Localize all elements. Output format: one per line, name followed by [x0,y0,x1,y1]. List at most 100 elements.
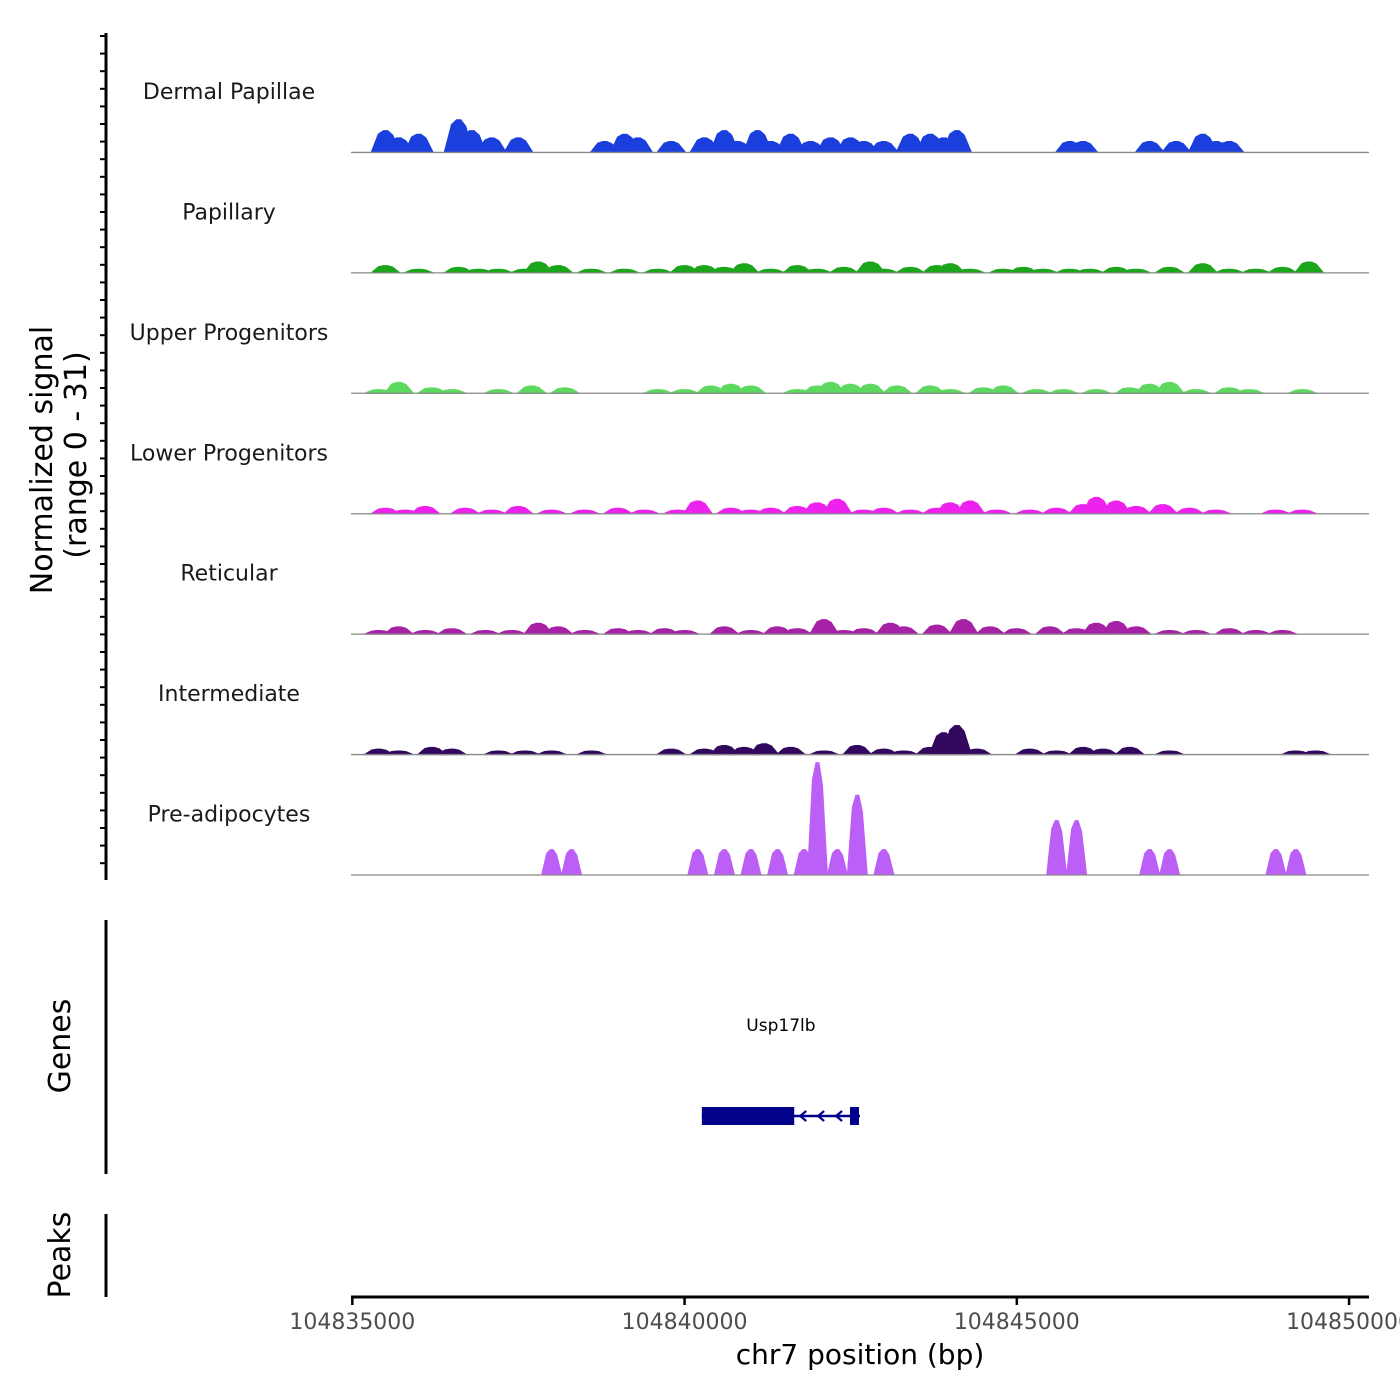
coverage-peak [708,626,741,635]
coverage-peak [822,498,853,515]
track-6: Pre-adipocytes [148,762,1369,876]
gene-strand-arrow [834,1110,843,1122]
coverage-peak [1266,266,1299,274]
track-2: Upper Progenitors [130,321,1369,394]
coverage-peak [1147,504,1179,515]
coverage-peak [435,748,469,756]
coverage-peak [435,628,469,635]
coverage-peak [1265,849,1287,876]
coverage-peak [1066,820,1088,876]
y-axis-title: Normalized signal (range 0 - 31) [25,326,94,594]
coverage-peak [941,130,973,153]
coverage-peak [1285,849,1307,876]
y-axis-title-line1: Normalized signal [25,326,60,594]
coverage-peak [873,849,895,876]
coverage-peak [476,137,508,153]
coverage-peak [409,505,442,515]
coverage-peak [1153,266,1186,274]
genes-panel-title: Genes [43,999,78,1094]
peaks-panel-title: Peaks [43,1212,78,1299]
x-axis-ticks: 104835000 104840000 104845000 104850000 [289,1297,1400,1335]
coverage-peak [548,387,582,394]
coverage-peak [1114,746,1146,756]
coverage-peak [1139,849,1161,876]
track-0: Dermal Papillae [143,80,1369,154]
coverage-peak [1173,507,1206,515]
gene-exon-block [701,1107,795,1125]
coverage-peak [560,849,583,876]
gene-strand-arrow [798,1110,807,1122]
coverage-peak [881,385,914,394]
coverage-peak [383,381,415,394]
coverage-peak [682,500,714,515]
coverage-peak [847,628,881,635]
x-axis-title: chr7 position (bp) [736,1338,985,1371]
coverage-peak [1000,628,1034,635]
track-label: Dermal Papillae [143,80,315,105]
coverage-peak [868,141,900,153]
track-label: Upper Progenitors [130,321,329,346]
coverage-peak [515,385,548,394]
coverage-y-ticks [100,35,106,865]
coverage-peak [1040,507,1073,515]
coverage-peak [987,385,1020,394]
coverage-peak [954,500,986,515]
coverage-peak [1134,141,1166,153]
gene-label: Usp17lb [746,1016,815,1036]
coverage-peak [1293,261,1325,274]
coverage-peak [502,505,535,515]
coverage-peak [740,849,762,876]
track-label: Pre-adipocytes [148,803,311,828]
track-3: Lower Progenitors [130,441,1369,515]
coverage-peak [827,266,861,274]
coverage-peak [1014,748,1047,756]
coverage-peak [894,266,927,274]
coverage-peak [735,385,767,394]
coverage-peak [602,507,635,515]
coverage-peak [748,743,780,756]
x-tick-label: 104840000 [622,1310,748,1335]
coverage-peak [728,263,760,274]
coverage-peak [403,133,434,153]
gene-exon-block [850,1107,859,1125]
coverage-peak [855,383,887,394]
coverage-peak [713,849,736,876]
track-label: Intermediate [158,682,300,707]
gene-strand-arrow [816,1110,825,1122]
coverage-peak [841,745,873,756]
coverage-peak [775,746,807,756]
coverage-peak [1034,626,1066,635]
x-tick-label: 104845000 [954,1310,1080,1335]
x-tick-label: 104850000 [1286,1310,1400,1335]
coverage-peak [1046,820,1068,876]
coverage-peak [369,265,402,274]
x-tick-label: 104835000 [289,1310,415,1335]
coverage-peak [781,628,814,635]
coverage-peak [383,626,415,635]
coverage-peak [974,626,1007,635]
coverage-peak [1154,381,1186,394]
coverage-peak [1187,263,1219,274]
coverage-peak [687,849,709,876]
y-axis-title-line2: (range 0 - 31) [59,351,94,558]
coverage-peak [1160,141,1192,153]
coverage-peak [754,507,788,515]
track-1: Papillary [182,200,1369,274]
coverage-peak [503,137,534,153]
track-4: Reticular [180,562,1369,635]
coverage-peak [826,849,849,876]
coverage-peak [846,794,868,876]
coverage-peak [806,762,829,876]
coverage-peak [1087,748,1120,756]
track-label: Reticular [180,562,278,587]
track-label: Papillary [182,200,276,225]
coverage-peak [921,624,953,635]
coverage-peak [449,507,482,515]
gene-track: Usp17lb [701,1016,860,1125]
coverage-peak [948,619,979,635]
coverage-tracks: Dermal Papillae Papillary Upper Progenitor… [130,80,1369,876]
coverage-peak [655,748,688,756]
coverage-peak [1159,849,1181,876]
coverage-peak [655,141,687,153]
